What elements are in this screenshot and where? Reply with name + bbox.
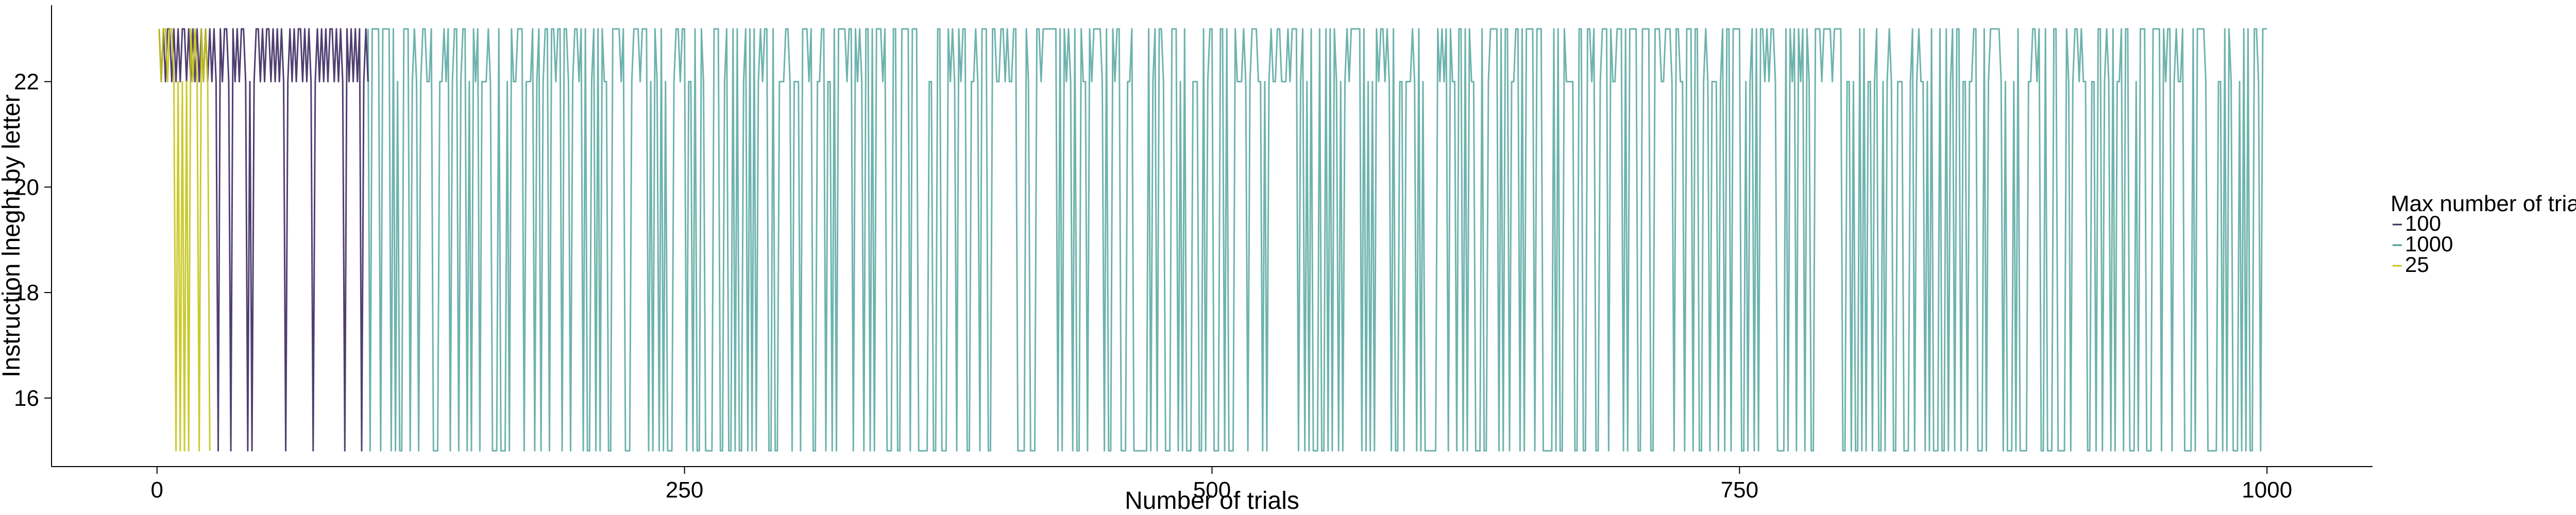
- series-line-1000: [367, 28, 2267, 452]
- y-tick-label: 16: [14, 386, 39, 411]
- y-tick-label: 18: [14, 280, 39, 305]
- y-tick-label: 22: [14, 69, 39, 94]
- plot-lines: [158, 28, 2267, 452]
- y-tick-label: 20: [14, 175, 39, 200]
- legend-title: Max number of trials: [2391, 191, 2576, 216]
- x-ticks: 0 250 500 750 1000: [151, 467, 2292, 503]
- x-tick-label: 1000: [2242, 477, 2292, 503]
- x-tick-label: 0: [151, 477, 163, 503]
- x-axis-title: Number of trials: [1125, 487, 1299, 514]
- x-tick-label: 750: [1721, 477, 1758, 503]
- legend-label-1000: 1000: [2405, 232, 2453, 256]
- legend-label-100: 100: [2405, 211, 2441, 235]
- x-tick-label: 250: [666, 477, 703, 503]
- y-axis-title: Instruction lneght by letter: [0, 94, 25, 377]
- x-tick-label: 500: [1193, 477, 1231, 503]
- y-ticks: 16 18 20 22: [14, 69, 52, 411]
- legend-label-25: 25: [2405, 252, 2429, 277]
- series-line-25: [158, 28, 211, 452]
